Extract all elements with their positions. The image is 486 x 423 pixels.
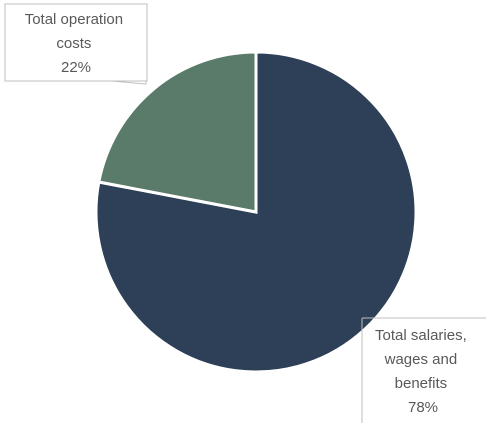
callout-operation-costs: Total operation costs 22% [4, 3, 148, 85]
callout-salaries-label: Total salaries, wages and benefits 78% [375, 327, 471, 416]
callout-operation-costs-box [4, 3, 148, 82]
pie-slices [94, 50, 418, 374]
callout-salaries-percent: 78% [408, 399, 438, 416]
callout-salaries-line-1: Total salaries, [375, 327, 467, 344]
callout-operation-costs-line-2: costs [56, 35, 91, 52]
pie-slice-operation-costs [97, 50, 258, 214]
callout-salaries-line-2: wages and [384, 351, 458, 368]
callout-salaries-line-3: benefits [395, 375, 448, 392]
callout-salaries: Total salaries, wages and benefits 78% [361, 317, 486, 423]
callout-operation-costs-label: Total operation costs 22% [25, 11, 128, 76]
callout-operation-costs-percent: 22% [61, 59, 91, 76]
callout-operation-costs-line-1: Total operation [25, 11, 123, 28]
